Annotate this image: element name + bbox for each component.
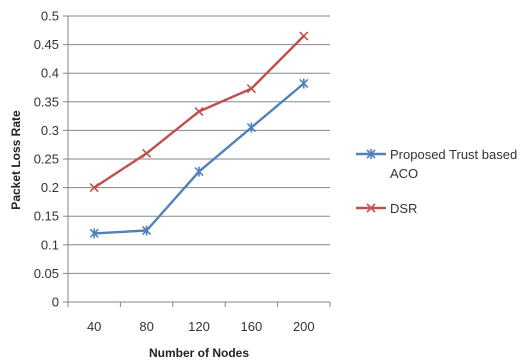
x-tick-label: 40	[87, 319, 101, 334]
y-tick-label: 0	[52, 295, 59, 310]
data-point-1-0	[89, 183, 99, 193]
y-tick-label: 0.3	[41, 123, 59, 138]
x-tick-label: 120	[188, 319, 210, 334]
x-tick-label: 160	[241, 319, 263, 334]
data-point-0-0	[89, 228, 99, 239]
series-line-0	[94, 82, 305, 235]
data-point-0-3	[246, 122, 256, 133]
y-tick-label: 0.05	[34, 266, 59, 281]
y-tick-labels: 0 0.05 0.1 0.15 0.2 0.25 0.3 0.35 0.4 0.45 0.5	[34, 9, 59, 310]
data-point-0-2	[194, 166, 204, 177]
legend-label: ACO	[390, 166, 418, 181]
data-point-1-3	[246, 84, 256, 94]
data-point-1-2	[194, 106, 204, 117]
x-tick-label: 200	[293, 319, 315, 334]
y-tick-label: 0.1	[41, 237, 59, 252]
y-tick-label: 0.2	[41, 180, 59, 195]
y-tick-label: 0.15	[34, 209, 59, 224]
x-tick-label: 80	[139, 319, 153, 334]
y-tick-label: 0.35	[34, 94, 59, 109]
y-axis-title: Packet Loss Rate	[9, 110, 23, 210]
legend-marker	[366, 203, 376, 213]
axes	[63, 15, 331, 307]
data-point-0-4	[299, 78, 309, 89]
series	[89, 31, 309, 239]
data-point-0-1	[142, 225, 152, 236]
gridlines	[68, 15, 330, 274]
y-tick-label: 0.25	[34, 152, 59, 167]
data-point-1-1	[142, 148, 152, 158]
y-tick-label: 0.45	[34, 37, 59, 52]
legend-entry-0: Proposed Trust based ACO	[356, 147, 517, 181]
legend-label: Proposed Trust based	[390, 147, 517, 162]
x-tick-labels: 40 80 120 160 200	[87, 319, 315, 334]
y-tick-label: 0.5	[41, 9, 59, 24]
y-tick-label: 0.4	[41, 66, 59, 81]
legend-marker	[366, 149, 376, 159]
legend-label: DSR	[390, 201, 417, 216]
data-point-1-4	[299, 31, 309, 41]
legend: Proposed Trust based ACO DSR	[356, 147, 517, 216]
x-axis-title: Number of Nodes	[149, 346, 249, 360]
legend-entry-1: DSR	[356, 201, 417, 216]
